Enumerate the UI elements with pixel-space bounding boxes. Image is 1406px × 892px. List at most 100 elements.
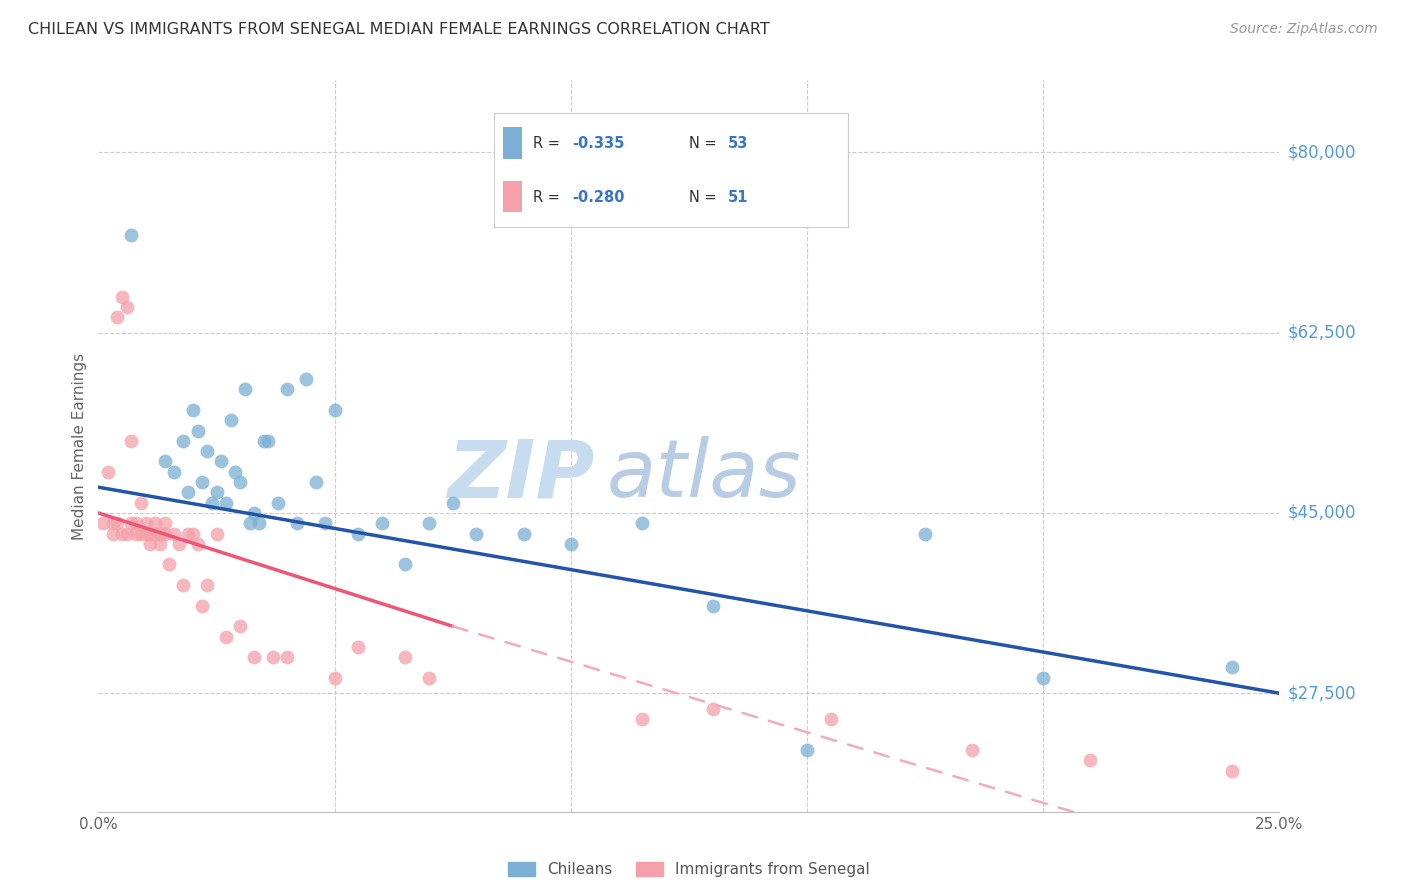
- Point: [105, 310, 128, 325]
- Text: $80,000: $80,000: [1288, 144, 1357, 161]
- Point: [560, 537, 582, 551]
- Point: [129, 526, 152, 541]
- Point: [233, 382, 256, 396]
- Point: [177, 526, 200, 541]
- Point: [347, 526, 370, 541]
- Point: [702, 599, 724, 613]
- Point: [295, 372, 318, 386]
- Point: [167, 537, 190, 551]
- Point: [163, 526, 186, 541]
- Point: [187, 424, 209, 438]
- Point: [630, 516, 652, 531]
- Point: [371, 516, 394, 531]
- Point: [347, 640, 370, 654]
- Point: [1220, 764, 1243, 778]
- Point: [91, 516, 114, 531]
- Legend: Chileans, Immigrants from Senegal: Chileans, Immigrants from Senegal: [508, 862, 870, 877]
- Point: [243, 650, 266, 665]
- Point: [177, 485, 200, 500]
- Point: [121, 516, 143, 531]
- Point: [418, 671, 440, 685]
- Point: [149, 526, 172, 541]
- Point: [276, 382, 298, 396]
- Point: [314, 516, 336, 531]
- Point: [201, 496, 224, 510]
- Point: [157, 558, 180, 572]
- Point: [512, 526, 534, 541]
- Text: CHILEAN VS IMMIGRANTS FROM SENEGAL MEDIAN FEMALE EARNINGS CORRELATION CHART: CHILEAN VS IMMIGRANTS FROM SENEGAL MEDIA…: [28, 22, 770, 37]
- Point: [1080, 753, 1102, 767]
- Point: [125, 526, 148, 541]
- Point: [224, 465, 246, 479]
- Point: [914, 526, 936, 541]
- Point: [209, 454, 232, 468]
- Point: [195, 444, 218, 458]
- Point: [243, 506, 266, 520]
- Point: [105, 516, 128, 531]
- Point: [149, 537, 172, 551]
- Text: $62,500: $62,500: [1288, 324, 1357, 342]
- Point: [219, 413, 242, 427]
- Point: [101, 526, 124, 541]
- Point: [139, 526, 162, 541]
- Point: [191, 599, 214, 613]
- Point: [125, 516, 148, 531]
- Point: [239, 516, 262, 531]
- Point: [172, 578, 194, 592]
- Point: [187, 537, 209, 551]
- Point: [285, 516, 308, 531]
- Point: [135, 516, 157, 531]
- Point: [305, 475, 328, 489]
- Point: [195, 578, 218, 592]
- Point: [702, 702, 724, 716]
- Point: [121, 434, 143, 448]
- Point: [796, 743, 818, 757]
- Point: [121, 227, 143, 242]
- Point: [97, 465, 120, 479]
- Point: [135, 526, 157, 541]
- Text: $45,000: $45,000: [1288, 504, 1357, 522]
- Point: [630, 712, 652, 726]
- Point: [215, 496, 238, 510]
- Point: [115, 300, 138, 314]
- Point: [143, 516, 166, 531]
- Point: [323, 671, 346, 685]
- Point: [139, 537, 162, 551]
- Point: [153, 454, 176, 468]
- Point: [262, 650, 284, 665]
- Point: [181, 526, 204, 541]
- Point: [465, 526, 488, 541]
- Point: [205, 485, 228, 500]
- Point: [247, 516, 270, 531]
- Text: $27,500: $27,500: [1288, 684, 1357, 702]
- Text: ZIP: ZIP: [447, 436, 595, 515]
- Point: [1032, 671, 1054, 685]
- Point: [143, 526, 166, 541]
- Point: [229, 475, 252, 489]
- Point: [394, 650, 416, 665]
- Text: atlas: atlas: [606, 436, 801, 515]
- Point: [115, 526, 138, 541]
- Point: [181, 403, 204, 417]
- Point: [153, 516, 176, 531]
- Point: [441, 496, 464, 510]
- Point: [962, 743, 984, 757]
- Point: [276, 650, 298, 665]
- Text: Source: ZipAtlas.com: Source: ZipAtlas.com: [1230, 22, 1378, 37]
- Point: [191, 475, 214, 489]
- Point: [172, 434, 194, 448]
- Point: [267, 496, 290, 510]
- Point: [205, 526, 228, 541]
- Point: [229, 619, 252, 633]
- Point: [111, 526, 134, 541]
- Point: [820, 712, 842, 726]
- Point: [323, 403, 346, 417]
- Point: [215, 630, 238, 644]
- Point: [129, 496, 152, 510]
- Point: [111, 290, 134, 304]
- Point: [253, 434, 276, 448]
- Point: [394, 558, 416, 572]
- Point: [418, 516, 440, 531]
- Point: [153, 526, 176, 541]
- Point: [257, 434, 280, 448]
